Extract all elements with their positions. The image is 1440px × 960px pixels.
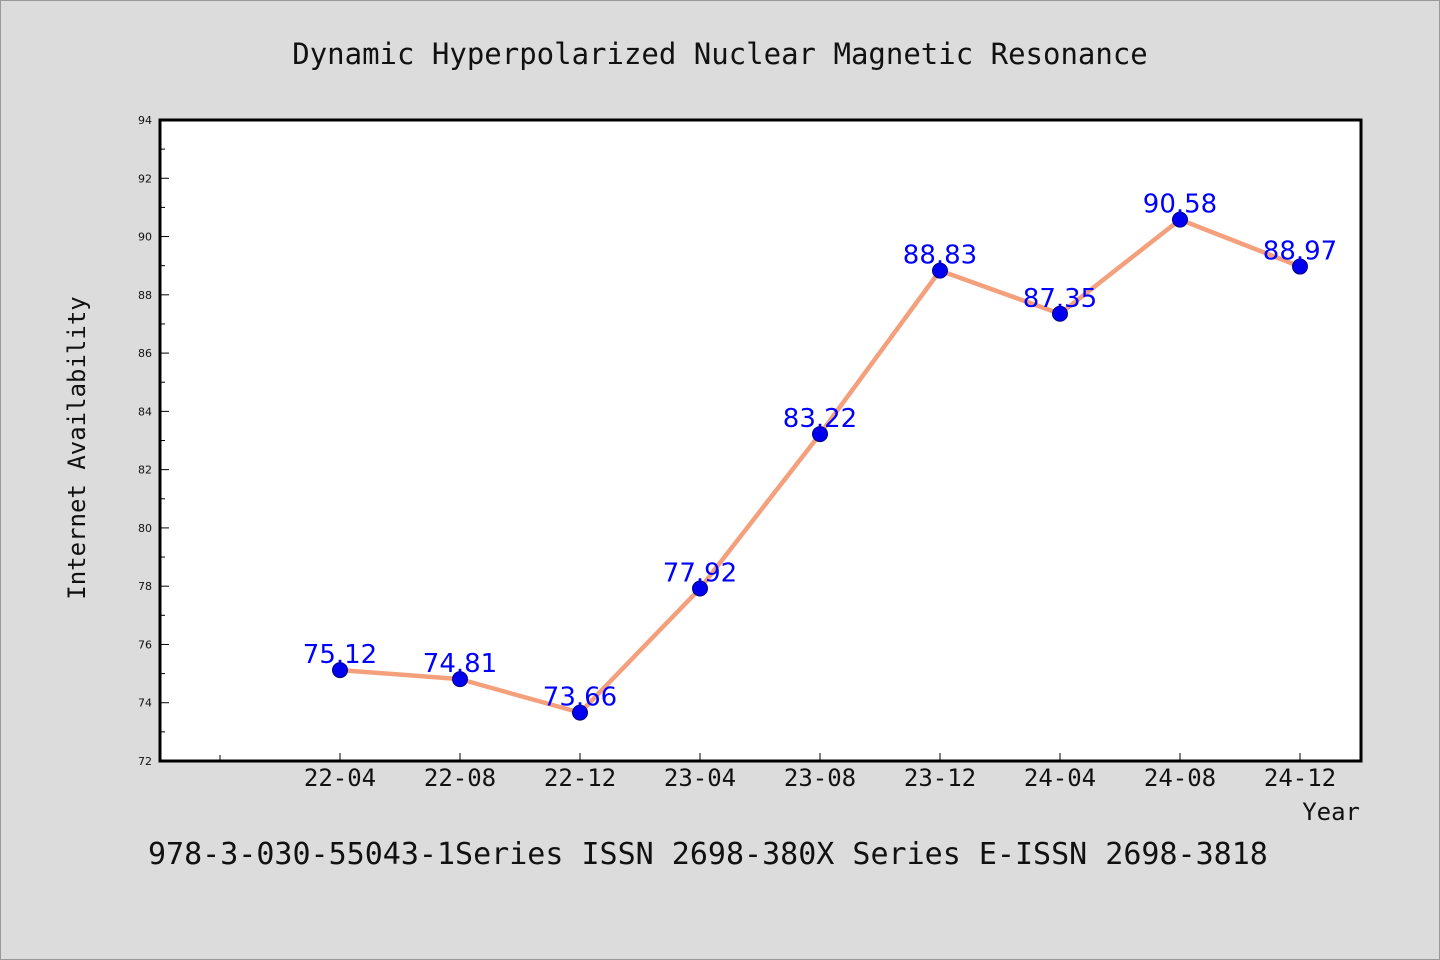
x-axis-label: Year (1302, 798, 1360, 826)
x-axis: 22-04 22-08 22-12 23-04 23-08 23-12 24-04 24-08… (219, 753, 1336, 792)
data-point (332, 662, 348, 679)
series-group (332, 211, 1308, 721)
x-tick-label: 23-08 (784, 764, 856, 792)
data-label: 74.81 (423, 649, 497, 679)
data-point (932, 262, 948, 279)
y-tick-label: 78 (138, 580, 152, 593)
y-tick-label: 72 (138, 755, 152, 768)
data-label: 87.35 (1023, 284, 1097, 314)
x-tick-label: 23-12 (904, 764, 976, 792)
x-tick-label: 22-04 (304, 764, 376, 792)
y-tick-label: 82 (138, 464, 152, 477)
chart-title: Dynamic Hyperpolarized Nuclear Magnetic … (292, 37, 1148, 71)
data-labels: 75.12 74.81 73.66 77.92 83.22 88.83 87.35 90.58… (303, 190, 1337, 713)
data-point (1172, 211, 1188, 228)
data-point (692, 580, 708, 597)
data-label: 75.12 (303, 640, 377, 670)
y-tick-label: 76 (138, 638, 152, 651)
y-tick-label: 74 (138, 697, 152, 710)
y-axis: 72 74 76 78 80 82 84 86 88 90 92 94 (138, 114, 169, 768)
y-tick-label: 80 (138, 522, 152, 535)
y-tick-label: 90 (138, 231, 152, 244)
data-point (572, 704, 588, 721)
x-tick-label: 22-12 (544, 764, 616, 792)
y-tick-label: 84 (138, 405, 152, 418)
data-label: 73.66 (543, 683, 617, 713)
y-tick-label: 86 (138, 347, 152, 360)
data-point (812, 426, 828, 443)
x-tick-label: 22-08 (424, 764, 496, 792)
plot-area (158, 118, 1363, 763)
x-tick-label: 24-12 (1264, 764, 1336, 792)
data-label: 83.22 (783, 404, 857, 434)
x-tick-label: 23-04 (664, 764, 736, 792)
data-point (452, 671, 468, 688)
data-label: 90.58 (1143, 190, 1217, 220)
x-tick-label: 24-04 (1024, 764, 1096, 792)
x-tick-label: 24-08 (1144, 764, 1216, 792)
data-label: 88.97 (1263, 237, 1337, 267)
y-tick-label: 92 (138, 172, 152, 185)
data-point (1052, 305, 1068, 322)
y-tick-label: 94 (138, 114, 152, 127)
y-axis-label: Internet Availability (63, 296, 91, 599)
data-label: 88.83 (903, 241, 977, 271)
isbn-footer: 978-3-030-55043-1Series ISSN 2698-380X S… (148, 837, 1268, 872)
data-label: 77.92 (663, 559, 737, 589)
y-tick-label: 88 (138, 289, 152, 302)
data-point (1292, 258, 1308, 275)
